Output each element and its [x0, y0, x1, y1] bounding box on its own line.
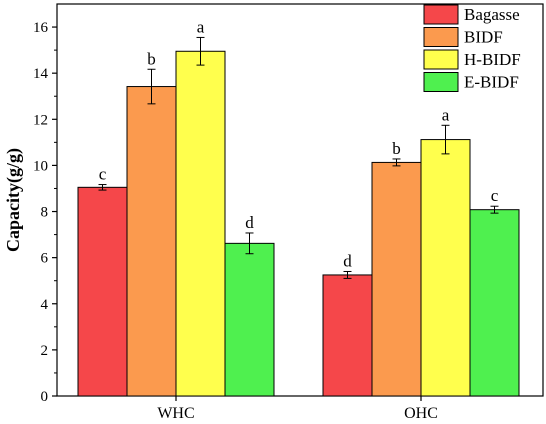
bar: [77, 186, 128, 397]
bar: [175, 50, 226, 397]
significance-label: a: [442, 105, 450, 124]
significance-label: c: [491, 186, 499, 205]
legend: Bagasse BIDF H-BIDF E-BIDF: [423, 4, 521, 92]
y-tick-label: 8: [41, 205, 49, 221]
significance-label: d: [245, 213, 254, 232]
significance-label: d: [343, 251, 352, 270]
plot-frame: [56, 3, 544, 397]
legend-label: BIDF: [464, 28, 503, 47]
axes-layer: 0 2 4 6 8 10 12 14 16 WHC OHC: [33, 20, 438, 422]
y-tick-label: 14: [33, 66, 49, 82]
y-tick-label: 4: [41, 297, 49, 313]
y-tick-label: 10: [33, 158, 48, 174]
bar: [126, 86, 177, 397]
legend-label: Bagasse: [464, 5, 520, 24]
y-tick-label: 16: [33, 20, 49, 36]
legend-swatch: [423, 49, 459, 70]
significance-label: b: [147, 49, 156, 68]
x-tick-label: OHC: [404, 405, 438, 422]
y-tick-label: 2: [41, 343, 49, 359]
bar: [322, 274, 373, 397]
significance-label: c: [99, 165, 107, 184]
legend-swatch: [423, 4, 459, 25]
bar: [469, 209, 520, 397]
bars-layer: c b a d d b a c: [77, 17, 520, 397]
x-tick-label: WHC: [157, 405, 194, 422]
legend-swatch: [423, 72, 459, 92]
legend-label: E-BIDF: [464, 73, 519, 92]
bar: [420, 139, 471, 397]
y-tick-label: 0: [41, 389, 49, 405]
significance-label: a: [197, 17, 205, 36]
significance-label: b: [392, 139, 401, 158]
bar: [371, 161, 422, 397]
legend-label: H-BIDF: [464, 50, 521, 69]
legend-swatch: [423, 27, 459, 47]
y-axis-label: Capacity(g/g): [3, 148, 24, 252]
y-tick-label: 12: [33, 112, 48, 128]
bar: [224, 242, 275, 397]
y-tick-label: 6: [41, 251, 49, 267]
